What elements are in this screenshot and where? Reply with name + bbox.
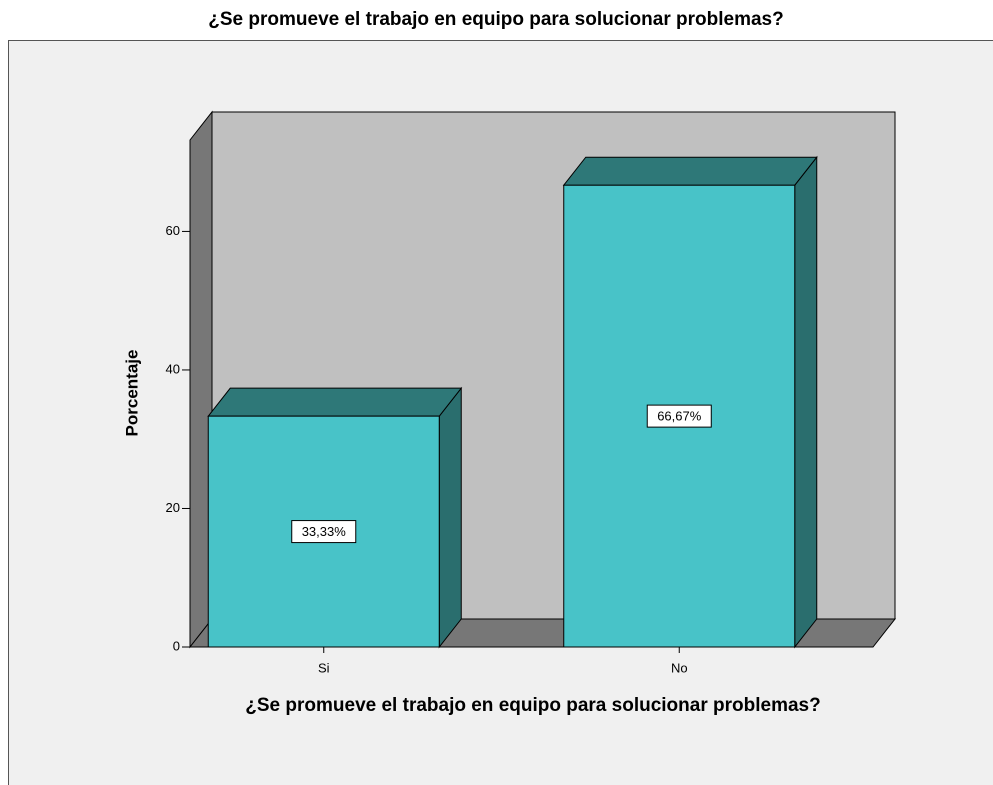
y-axis-label: Porcentaje bbox=[122, 350, 141, 437]
bar-side bbox=[794, 155, 818, 649]
value-label: 33,33% bbox=[302, 524, 347, 539]
x-tick-label: No bbox=[671, 660, 688, 675]
y-tick-label: 40 bbox=[166, 361, 180, 376]
value-label: 66,67% bbox=[657, 409, 702, 424]
y-tick-label: 0 bbox=[173, 638, 180, 653]
value-label-box bbox=[291, 520, 357, 544]
x-tick-label: Si bbox=[318, 660, 330, 675]
bar-side bbox=[438, 386, 462, 649]
chart-title: ¿Se promueve el trabajo en equipo para s… bbox=[208, 9, 783, 30]
y-tick-label: 60 bbox=[166, 223, 180, 238]
x-axis-label: ¿Se promueve el trabajo en equipo para s… bbox=[245, 695, 821, 716]
bar-top bbox=[562, 156, 818, 186]
value-label-box bbox=[646, 404, 712, 428]
bar-top bbox=[207, 387, 463, 417]
y-tick-label: 20 bbox=[166, 500, 180, 515]
